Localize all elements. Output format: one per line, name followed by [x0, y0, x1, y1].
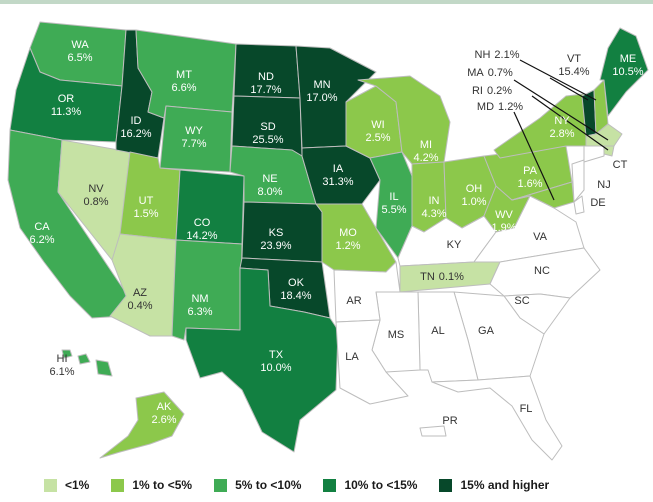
- label-KY: KY: [447, 239, 462, 251]
- state-NJ[interactable]: [571, 159, 585, 203]
- label-MN: MN 17.0%: [306, 79, 337, 104]
- label-OK: OK 18.4%: [280, 277, 311, 302]
- state-PR[interactable]: [419, 425, 447, 437]
- legend-swatch: [439, 478, 453, 492]
- label-NE: NE 8.0%: [257, 173, 282, 198]
- state-CT[interactable]: [583, 145, 605, 163]
- label-KS: KS 23.9%: [260, 227, 291, 252]
- legend-item-15plus: 15% and higher: [439, 478, 549, 492]
- state-LA[interactable]: [335, 319, 409, 405]
- state-TX[interactable]: [185, 267, 339, 453]
- label-AK: AK 2.6%: [151, 401, 176, 426]
- label-AL: AL: [431, 325, 444, 337]
- legend-item-5to10: 5% to <10%: [214, 478, 301, 492]
- label-MI: MI 4.2%: [413, 139, 438, 164]
- label-WA: WA 6.5%: [67, 39, 92, 64]
- label-NH: NH 2.1%: [475, 49, 520, 61]
- label-LA: LA: [345, 351, 359, 363]
- label-IA: IA 31.3%: [322, 163, 353, 188]
- label-SD: SD 25.5%: [252, 121, 283, 146]
- label-RI: RI 0.2%: [472, 85, 512, 97]
- legend-swatch: [214, 478, 228, 492]
- label-AR: AR: [346, 295, 361, 307]
- us-map: WA 6.5% OR 11.3% ID 16.2% CA 6.2% NV 0.8% MT 6…: [7, 21, 649, 461]
- legend-label: <1%: [65, 478, 90, 492]
- legend-item-10to15: 10% to <15%: [323, 478, 417, 492]
- label-FL: FL: [520, 403, 533, 415]
- label-MS: MS: [388, 329, 405, 341]
- label-NC: NC: [534, 265, 550, 277]
- label-CO: CO 14.2%: [186, 217, 217, 242]
- label-TX: TX 10.0%: [260, 349, 291, 374]
- legend: <1% 1% to <5% 5% to <10% 10% to <15% 15%…: [44, 478, 571, 492]
- state-ME[interactable]: [599, 27, 649, 117]
- state-DE[interactable]: [573, 195, 585, 215]
- label-WI: WI 2.5%: [365, 119, 390, 144]
- label-MT: MT 6.6%: [171, 69, 196, 94]
- label-IL: IL 5.5%: [381, 191, 406, 216]
- legend-label: 15% and higher: [460, 478, 550, 492]
- label-TN: TN 0.1%: [420, 271, 464, 283]
- label-OR: OR 11.3%: [51, 93, 82, 118]
- label-NJ: NJ: [597, 179, 610, 191]
- state-FL[interactable]: [431, 375, 563, 461]
- label-WY: WY 7.7%: [181, 125, 206, 150]
- label-CA: CA 6.2%: [29, 221, 54, 246]
- label-UT: UT 1.5%: [133, 195, 158, 220]
- leader-lines: [513, 59, 609, 201]
- state-NM[interactable]: [171, 239, 243, 341]
- legend-swatch: [111, 478, 125, 492]
- state-HI[interactable]: [61, 349, 113, 377]
- label-PR: PR: [442, 415, 457, 427]
- label-MO: MO 1.2%: [335, 227, 360, 252]
- legend-swatch: [323, 478, 337, 492]
- legend-item-1to5: 1% to <5%: [111, 478, 192, 492]
- label-PA: PA 1.6%: [517, 165, 542, 190]
- label-VT: VT 15.4%: [558, 53, 589, 78]
- legend-label: 10% to <15%: [344, 478, 418, 492]
- label-NY: NY 2.8%: [549, 115, 574, 140]
- label-MD: MD 1.2%: [477, 101, 523, 113]
- label-IN: IN 4.3%: [421, 195, 446, 220]
- top-rule: [0, 0, 653, 4]
- label-OH: OH 1.0%: [461, 183, 486, 208]
- legend-label: 1% to <5%: [132, 478, 193, 492]
- state-AK[interactable]: [99, 391, 185, 459]
- state-MD[interactable]: [511, 181, 575, 209]
- label-ID: ID 16.2%: [120, 115, 151, 140]
- label-VA: VA: [533, 231, 548, 243]
- label-GA: GA: [478, 325, 495, 337]
- legend-swatch: [44, 478, 57, 492]
- label-DE: DE: [590, 197, 605, 209]
- legend-item-lt1: <1%: [44, 478, 89, 492]
- label-HI: HI 6.1%: [49, 353, 74, 378]
- label-ME: ME 10.5%: [612, 53, 643, 78]
- label-NM: NM 6.3%: [187, 293, 212, 318]
- label-MA: MA 0.7%: [467, 67, 513, 79]
- label-ND: ND 17.7%: [250, 71, 281, 96]
- label-AZ: AZ 0.4%: [127, 287, 152, 312]
- label-NV: NV 0.8%: [83, 183, 108, 208]
- legend-label: 5% to <10%: [235, 478, 302, 492]
- label-SC: SC: [514, 295, 529, 307]
- label-WV: WV 1.9%: [491, 209, 516, 234]
- label-CT: CT: [613, 159, 628, 171]
